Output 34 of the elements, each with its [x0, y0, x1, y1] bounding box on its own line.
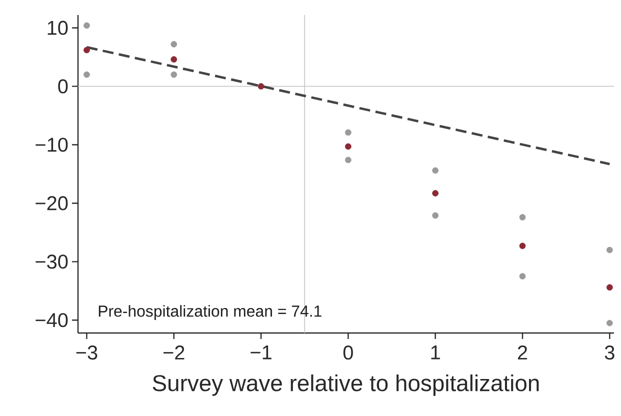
- y-tick-label: 0: [58, 79, 68, 94]
- point: [519, 242, 526, 250]
- y-tick-label: −30: [36, 254, 68, 269]
- annotation: Pre-hospitalization mean = 74.1: [98, 305, 322, 320]
- point: [432, 167, 439, 174]
- point: [344, 129, 352, 136]
- point: [170, 56, 178, 63]
- point: [344, 143, 352, 150]
- y-tick-label: −20: [36, 196, 68, 210]
- x-tick-label: −3: [76, 346, 98, 360]
- point: [170, 71, 178, 78]
- point: [432, 190, 439, 196]
- point: [519, 273, 526, 280]
- x-tick-label: −2: [163, 346, 184, 360]
- point: [344, 156, 352, 164]
- point: [519, 214, 526, 220]
- point: [84, 22, 90, 29]
- x-axis-title: Survey wave relative to hospitalization: [152, 374, 539, 396]
- x-tick-label: 1: [431, 346, 440, 360]
- y-tick-label: 10: [48, 20, 68, 35]
- x-tick-label: 0: [343, 346, 353, 360]
- point: [606, 246, 613, 254]
- point: [606, 320, 613, 326]
- point: [84, 46, 90, 54]
- point: [606, 284, 613, 291]
- point: [432, 212, 439, 219]
- point: [84, 71, 90, 78]
- x-tick-label: 3: [604, 346, 614, 360]
- x-tick-label: 2: [518, 346, 528, 360]
- point: [170, 41, 178, 48]
- y-tick-label: −10: [36, 138, 68, 152]
- x-tick-label: −1: [250, 346, 272, 360]
- y-tick-label: −40: [36, 313, 68, 328]
- point: [258, 83, 264, 90]
